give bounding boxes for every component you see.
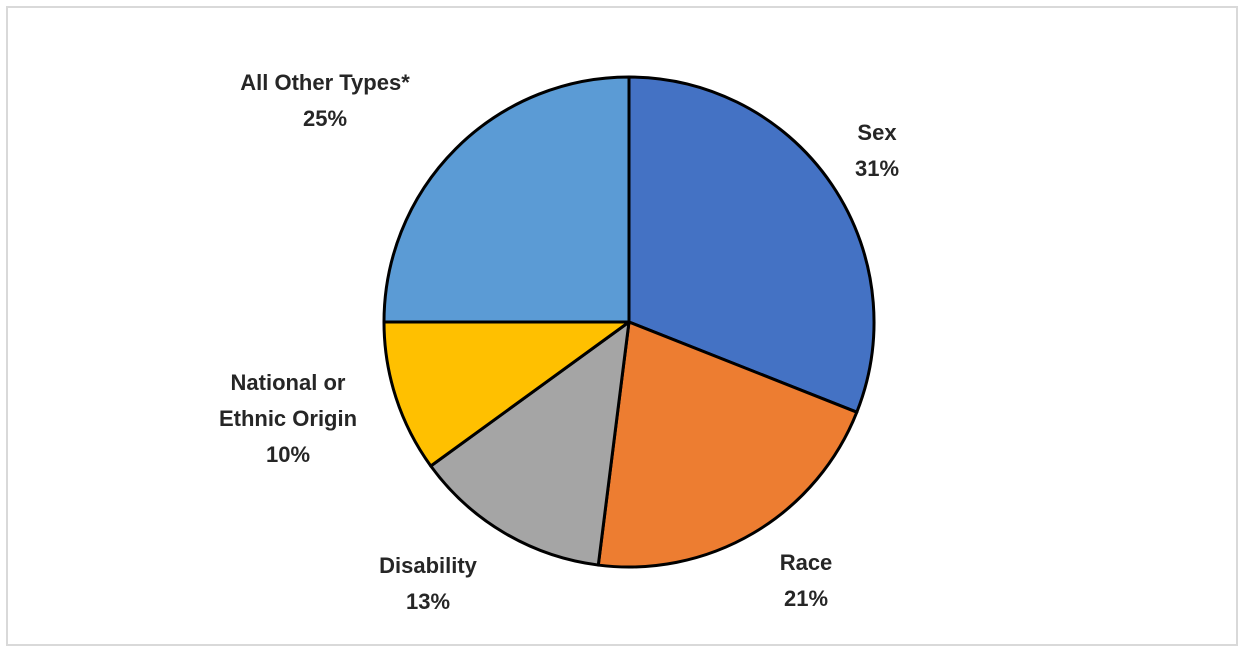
pie-slices <box>382 75 876 569</box>
pie-labels: Sex 31% Race 21% Disability 13% National or Eth… <box>219 70 899 614</box>
slice-percent-text: 10% <box>266 442 310 467</box>
slice-percent-text: 21% <box>784 586 828 611</box>
slice-percent-text: 31% <box>855 156 899 181</box>
data-label-disability: Disability 13% <box>379 553 478 614</box>
data-label-sex: Sex 31% <box>855 120 899 181</box>
pie-slice-national-or-ethnic-origin <box>382 320 631 468</box>
pie-chart: Sex 31% Race 21% Disability 13% National or Eth… <box>219 70 899 614</box>
slice-category-text: Disability <box>379 553 478 578</box>
pie-slice-sex <box>627 75 876 414</box>
data-label-all-other-types: All Other Types* 25% <box>240 70 410 131</box>
slice-percent-text: 13% <box>406 589 450 614</box>
pie-slice-all-other-types <box>382 75 631 324</box>
slice-category-text: National or <box>231 370 346 395</box>
slice-category-text: Sex <box>857 120 897 145</box>
pie-slice-disability <box>429 320 631 567</box>
slice-category-text: Race <box>780 550 833 575</box>
slice-category-text: Ethnic Origin <box>219 406 357 431</box>
pie-slice-race <box>596 320 859 569</box>
slice-percent-text: 25% <box>303 106 347 131</box>
data-label-race: Race 21% <box>780 550 833 611</box>
slice-category-text: All Other Types* <box>240 70 410 95</box>
data-label-national-or-ethnic-origin: National or Ethnic Origin 10% <box>219 370 357 467</box>
